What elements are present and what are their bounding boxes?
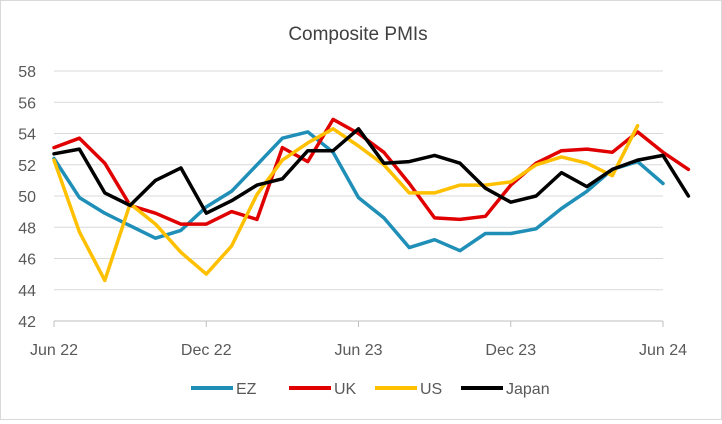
y-tick-label: 50: [18, 189, 36, 206]
legend-label: EZ: [236, 381, 257, 398]
y-tick-label: 52: [18, 158, 36, 175]
series-line-ez: [52, 130, 665, 253]
y-tick-label: 46: [18, 252, 36, 269]
x-tick-label: Jun 22: [30, 342, 78, 359]
y-tick-label: 48: [18, 220, 36, 237]
y-tick-label: 58: [18, 64, 36, 81]
legend-label: US: [420, 381, 442, 398]
series-lines: [52, 117, 691, 283]
series-line-uk: [52, 117, 691, 226]
x-tick-label: Jun 23: [334, 342, 382, 359]
x-tick-label: Dec 23: [485, 342, 536, 359]
legend-label: UK: [334, 381, 357, 398]
series-line-japan: [52, 127, 691, 215]
legend-label: Japan: [506, 381, 550, 398]
x-tick-label: Dec 22: [181, 342, 232, 359]
x-tick-label: Jun 24: [639, 342, 687, 359]
y-tick-label: 56: [18, 95, 36, 112]
chart-title: Composite PMIs: [288, 24, 427, 45]
y-tick-label: 44: [18, 283, 36, 300]
gridlines: [54, 70, 663, 291]
legend: EZ UK US Japan: [191, 381, 550, 398]
y-tick-label: 54: [18, 127, 36, 144]
series-line-us: [52, 123, 640, 283]
y-tick-label: 42: [18, 314, 36, 331]
axes: 42 44 46 48 50 52 54 56 58 Jun 22 Dec 22 Jun 23 Dec …: [18, 64, 687, 359]
